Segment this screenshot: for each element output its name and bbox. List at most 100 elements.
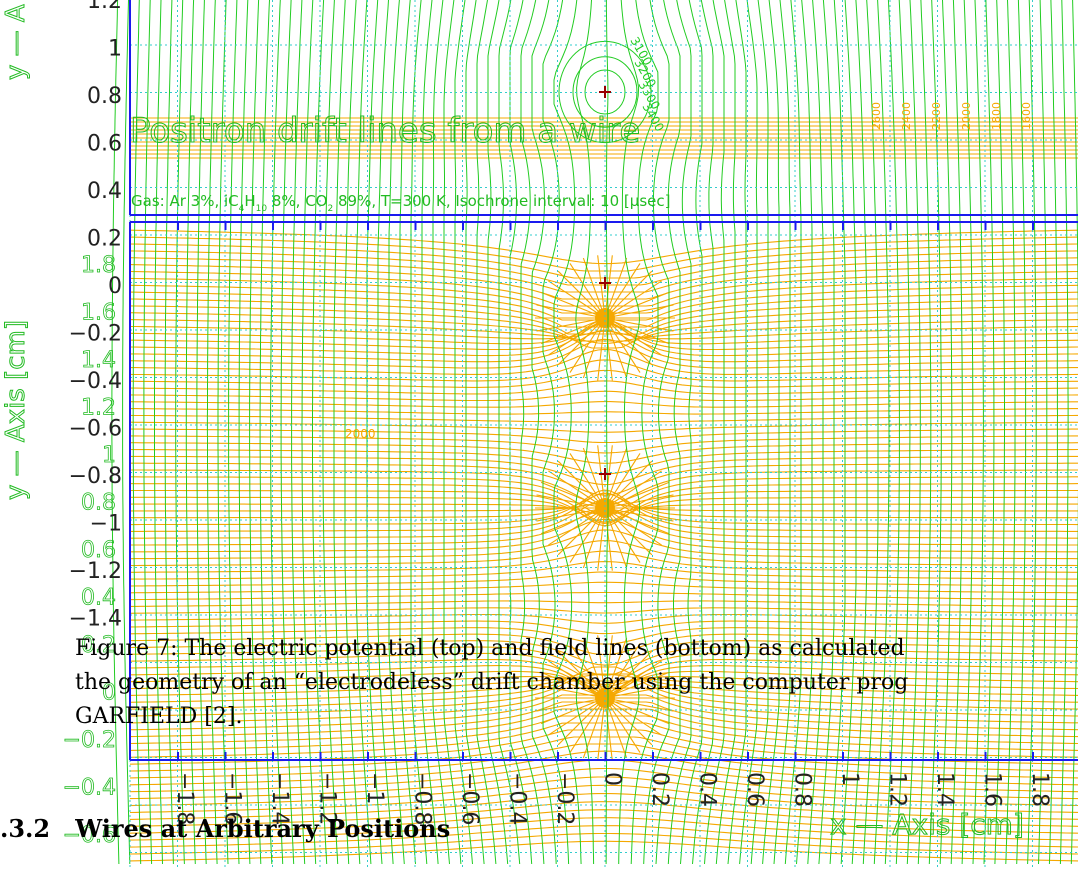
equipotential-line: [715, 0, 736, 865]
radial-field-line: [604, 317, 613, 381]
field-line: [129, 640, 1078, 666]
field-line: [129, 743, 1078, 779]
field-line: [129, 840, 1078, 862]
x-tick-label: −0.2: [552, 772, 577, 825]
equipotential-line: [498, 0, 521, 865]
equipotential-line: [1016, 0, 1027, 865]
field-line: [129, 666, 1078, 703]
contour-label: 2600: [870, 102, 883, 130]
radial-field-line: [604, 635, 613, 699]
field-line: [129, 229, 1078, 265]
top-y-tick-label: 1: [108, 37, 122, 62]
x-tick-label: −0.8: [410, 772, 435, 825]
equipotential-line: [917, 0, 932, 865]
equipotential-line: [421, 0, 439, 865]
equipotential-line: [291, 0, 306, 865]
radial-field-line: [604, 684, 674, 699]
equipotential-line: [873, 0, 890, 865]
radial-field-line: [604, 257, 628, 319]
wire-core: [595, 308, 615, 328]
radial-field-line: [536, 684, 606, 699]
field-line: [129, 736, 1078, 772]
bottom-y-tick-label: −0.2: [63, 728, 116, 753]
field-line: [130, 540, 1078, 567]
radial-field-line: [604, 697, 613, 761]
equipotential-line: [807, 0, 824, 865]
field-line: [130, 550, 1078, 573]
radial-field-line: [540, 671, 606, 699]
bottom-y-tick-label: 1.8: [81, 253, 116, 278]
equipotential-line: [249, 0, 262, 865]
radial-field-line: [536, 507, 606, 522]
equipotential-line: [851, 0, 868, 865]
tick-labels: 1.210.80.60.40.20−0.2−0.4−0.6−0.8−1−1.2−…: [62, 0, 1052, 848]
equipotential-line: [432, 0, 450, 865]
field-line: [129, 767, 1078, 800]
radial-field-line: [604, 643, 641, 699]
top-y-axis-label: y — A: [1, 4, 31, 80]
x-axis-label: x — Axis [cm]: [830, 808, 1024, 841]
radial-field-line: [548, 697, 606, 736]
equipotential-line: [132, 0, 142, 865]
contour-label: 2400: [900, 102, 913, 130]
bottom-y-axis-label: y — Axis [cm]: [1, 320, 31, 500]
top-y-tick-label: −0.2: [69, 322, 122, 347]
equipotential-line: [655, 0, 681, 865]
bottom-y-tick-label: 1.4: [81, 348, 116, 373]
equipotential-line: [154, 0, 163, 865]
field-line: [129, 571, 1078, 587]
bottom-y-tick-label: 1: [102, 443, 116, 468]
equipotential-line: [520, 0, 545, 865]
equipotential-line: [829, 0, 846, 865]
radial-field-line: [548, 660, 606, 699]
gas-info: Gas: Ar 3%, iC4H10 8%, CO2 89%, T=300 K,…: [131, 192, 670, 214]
field-line: [129, 776, 1078, 807]
radial-field-line: [604, 270, 653, 319]
band-label: 2000: [345, 427, 376, 441]
equipotential-line: [1005, 0, 1016, 865]
radial-field-line: [540, 291, 606, 319]
field-line: [129, 722, 1078, 758]
equipotential-line: [388, 0, 405, 865]
section-number: .3.2: [0, 814, 51, 843]
radial-field-line: [597, 255, 606, 319]
radial-field-line: [540, 697, 606, 725]
equipotential-line: [1048, 0, 1059, 865]
contour-label: 1600: [1020, 102, 1033, 130]
x-tick-label: 0: [600, 772, 625, 786]
equipotential-line: [238, 0, 251, 865]
bottom-y-tick-label: 1.2: [81, 396, 116, 421]
contour-label: 1800: [990, 102, 1003, 130]
top-y-tick-label: −1: [90, 512, 122, 537]
radial-field-line: [604, 637, 628, 699]
equipotential-line: [972, 0, 984, 865]
equipotential-line: [465, 0, 485, 865]
equipotential-line: [542, 0, 570, 865]
field-line: [129, 257, 1078, 293]
equipotential-line: [476, 0, 497, 865]
x-tick-label: −0.4: [505, 772, 530, 825]
equipotential-line: [228, 0, 240, 865]
equipotential-line: [884, 0, 900, 865]
radial-field-line: [604, 445, 613, 509]
radial-field-line: [540, 507, 606, 535]
x-tick-label: −1.4: [267, 772, 292, 825]
equipotential-line: [143, 0, 153, 865]
field-line: [129, 750, 1078, 786]
x-tick-label: −1.8: [172, 772, 197, 825]
field-line: [129, 305, 1078, 342]
field-line: [129, 627, 1078, 645]
radial-field-line: [597, 697, 606, 761]
equipotential-line: [175, 0, 185, 865]
equipotential-line: [355, 0, 372, 865]
field-line: [130, 673, 1078, 710]
field-line: [129, 298, 1078, 335]
equipotential-line: [454, 0, 473, 865]
radial-field-line: [557, 460, 606, 509]
radial-field-line: [604, 507, 662, 546]
bottom-y-tick-label: 0.6: [81, 538, 116, 563]
bottom-y-tick-label: 0.2: [81, 633, 116, 658]
equipotential-line: [1070, 0, 1078, 865]
radial-field-line: [582, 317, 606, 379]
equipotential-line: [704, 0, 725, 865]
